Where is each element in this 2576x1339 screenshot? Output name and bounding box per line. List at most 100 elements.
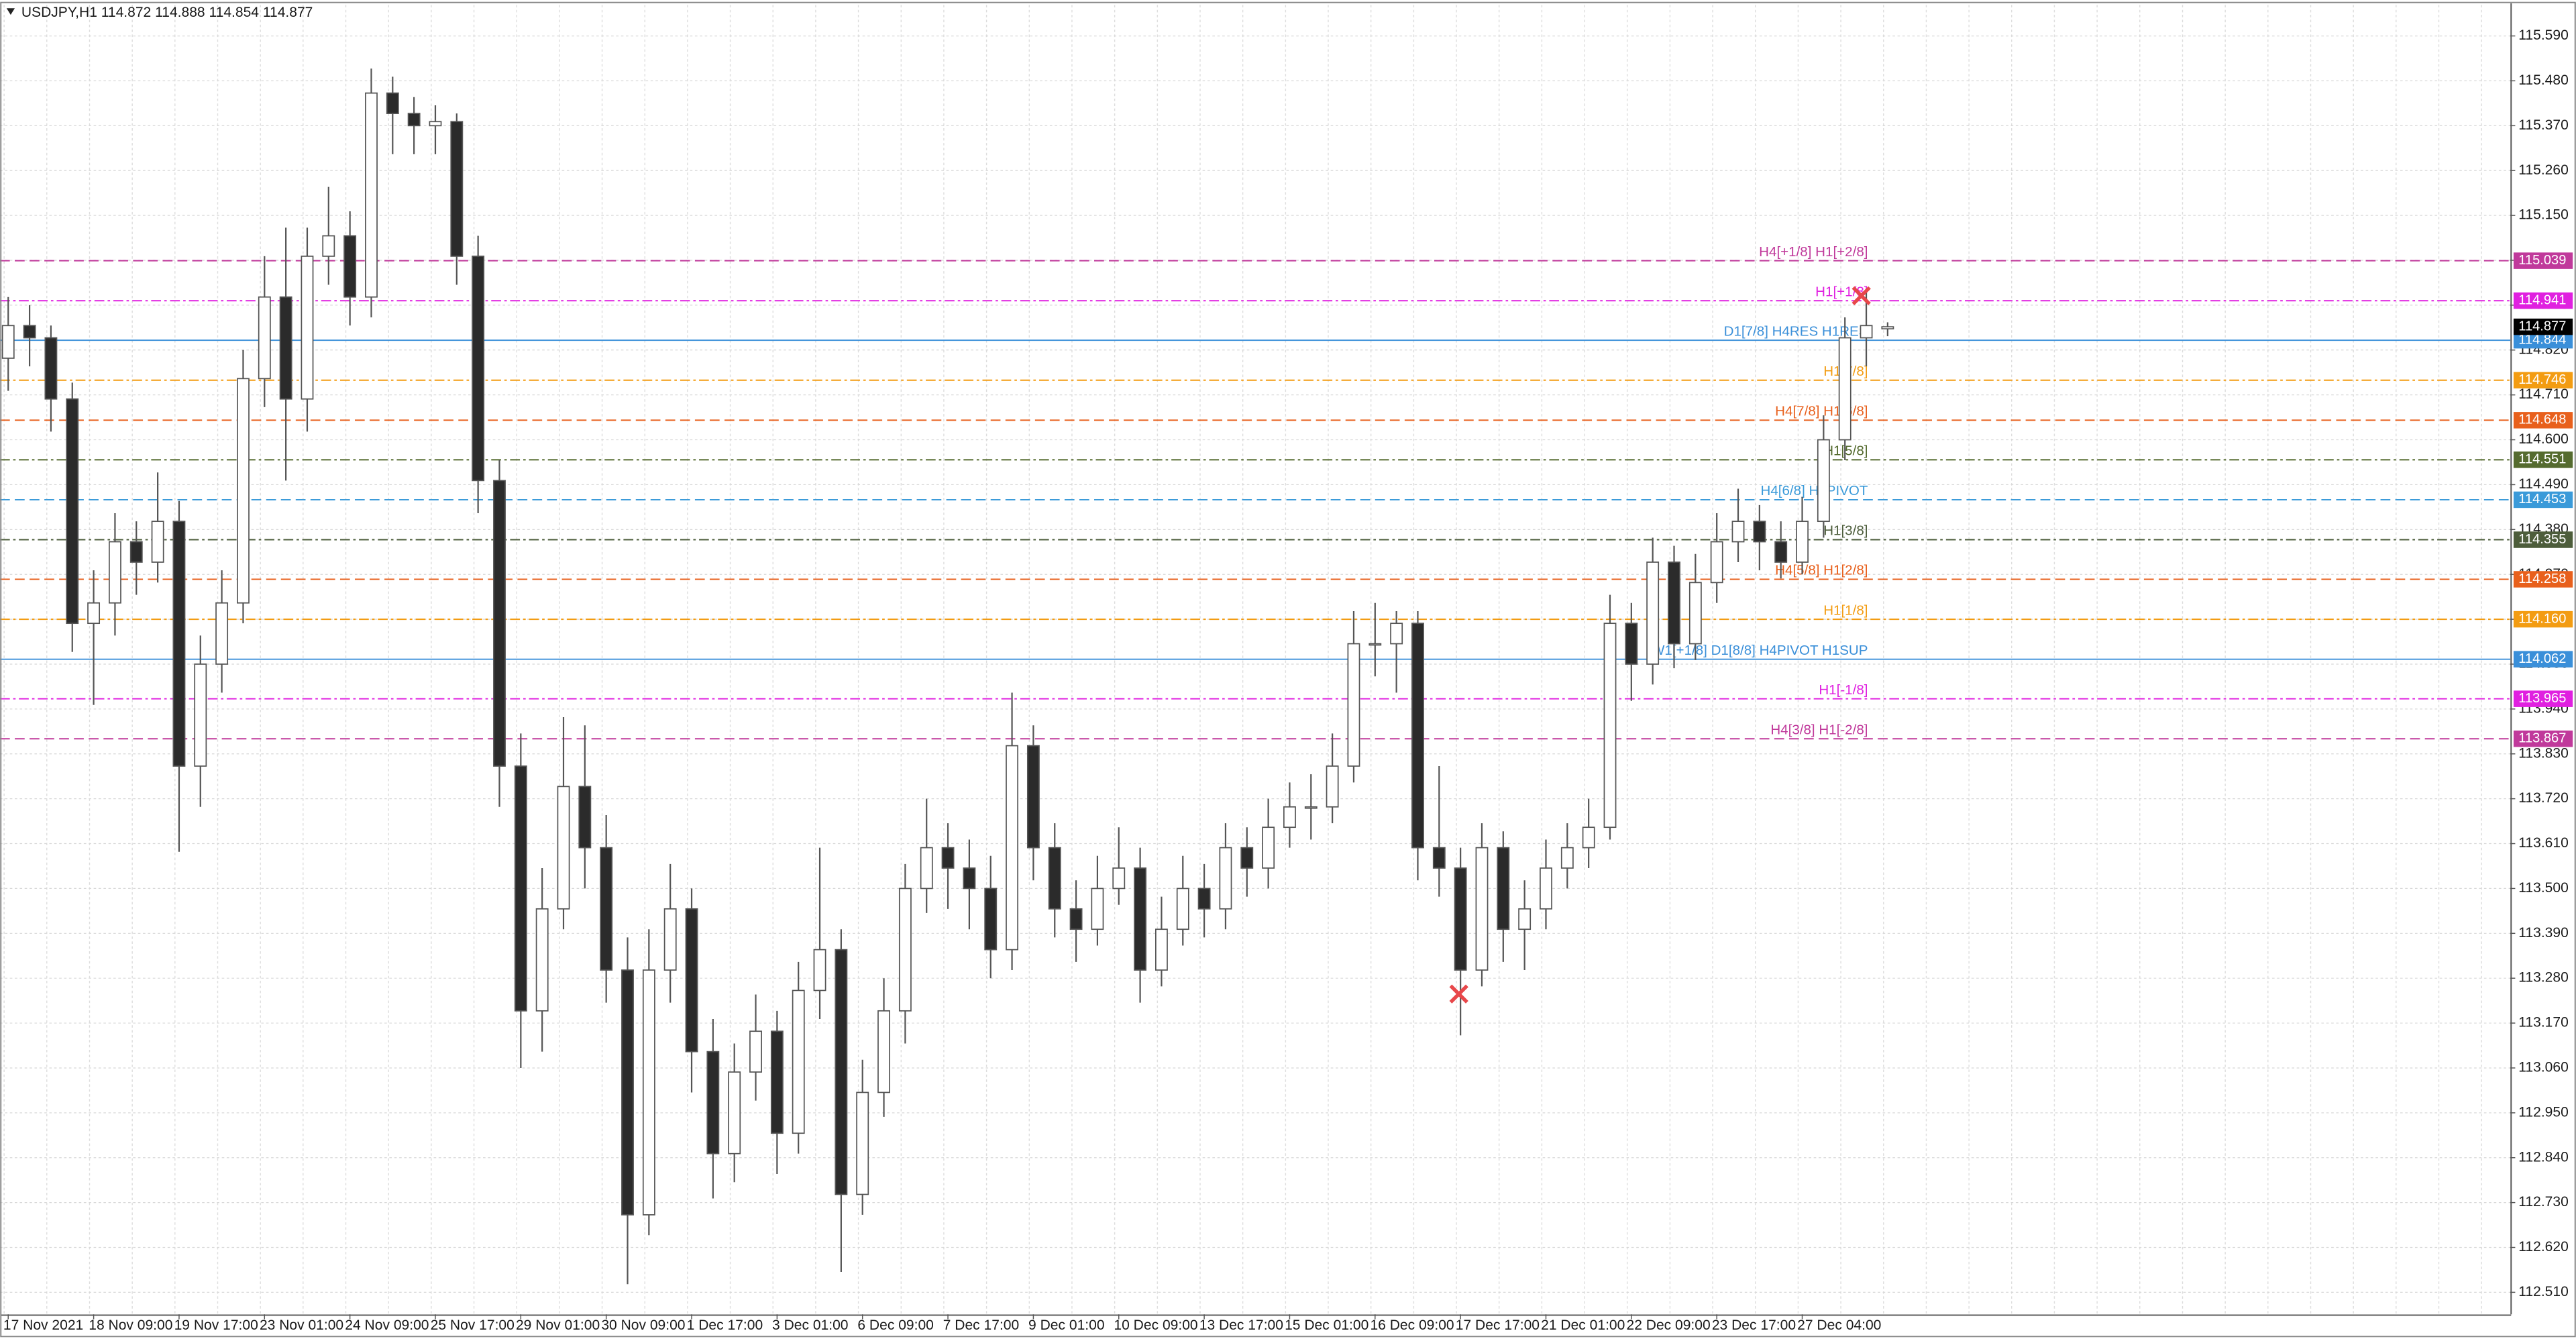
x-tick-label: 9 Dec 01:00 bbox=[1028, 1318, 1104, 1333]
y-tick-label: 112.620 bbox=[2518, 1239, 2569, 1254]
level-price-label: 114.844 bbox=[2518, 332, 2566, 347]
candle-body bbox=[44, 337, 58, 400]
candle-body bbox=[194, 663, 207, 767]
level-price-box bbox=[2513, 372, 2573, 389]
candle-body bbox=[1069, 908, 1083, 930]
candle-body bbox=[1155, 928, 1168, 971]
candle-body bbox=[1219, 847, 1232, 910]
candle-body bbox=[1, 325, 15, 359]
level-label: H4[7/8] H1[6/8] bbox=[1775, 404, 1868, 419]
candle-body bbox=[301, 256, 314, 400]
candle-body bbox=[1560, 847, 1574, 869]
candle-body bbox=[1646, 561, 1660, 665]
chart-title: USDJPY,H1 114.872 114.888 114.854 114.87… bbox=[21, 5, 313, 20]
level-price-label: 114.551 bbox=[2518, 452, 2566, 467]
x-tick-label: 10 Dec 09:00 bbox=[1114, 1318, 1197, 1333]
y-tick-label: 113.060 bbox=[2518, 1060, 2569, 1075]
candle-body bbox=[557, 786, 570, 910]
candle-body bbox=[258, 296, 271, 380]
candle-body bbox=[1688, 582, 1702, 645]
x-tick-label: 6 Dec 09:00 bbox=[857, 1318, 934, 1333]
level-label: H1[-1/8] bbox=[1819, 682, 1868, 698]
candle-body bbox=[663, 908, 677, 971]
y-tick-label: 114.490 bbox=[2518, 476, 2569, 492]
candle-body bbox=[1817, 439, 1830, 523]
candle-body bbox=[920, 847, 933, 890]
x-tick-label: 17 Nov 2021 bbox=[3, 1318, 83, 1333]
candle-body bbox=[941, 847, 955, 869]
candle-body bbox=[1668, 561, 1680, 645]
candle-body bbox=[1304, 806, 1318, 809]
low-marker bbox=[1449, 984, 1468, 1004]
candle-body bbox=[23, 325, 36, 339]
level-price-box bbox=[2513, 491, 2573, 508]
candle-body bbox=[1283, 806, 1296, 828]
candle-body bbox=[1774, 541, 1788, 563]
candle-body bbox=[87, 602, 101, 625]
level-price-label: 114.941 bbox=[2518, 293, 2566, 308]
y-tick-label: 113.500 bbox=[2518, 880, 2569, 896]
candle-body bbox=[813, 949, 826, 992]
candle-body bbox=[343, 235, 357, 298]
y-tick-label: 112.510 bbox=[2518, 1284, 2569, 1299]
y-tick-label: 113.720 bbox=[2518, 790, 2569, 806]
candle-body bbox=[792, 989, 805, 1134]
candle-body bbox=[749, 1030, 762, 1073]
candle-body bbox=[279, 296, 292, 400]
candle-body bbox=[1411, 623, 1424, 849]
candle-body bbox=[984, 888, 998, 951]
level-price-label: 114.062 bbox=[2518, 651, 2566, 666]
candle-body bbox=[898, 888, 912, 1012]
candle-body bbox=[429, 121, 442, 127]
candle-body bbox=[1091, 888, 1104, 930]
candle-body bbox=[1176, 888, 1189, 930]
level-label: H4[+1/8] H1[+2/8] bbox=[1759, 244, 1868, 260]
candle-body bbox=[66, 398, 79, 625]
candle-body bbox=[237, 378, 250, 604]
level-price-label: 114.258 bbox=[2518, 572, 2566, 586]
candle-body bbox=[1197, 888, 1211, 910]
candle-body bbox=[706, 1051, 720, 1155]
level-label: H1[1/8] bbox=[1823, 602, 1868, 618]
level-price-box bbox=[2513, 531, 2573, 548]
candle-body bbox=[1326, 765, 1339, 808]
candle-body bbox=[365, 92, 378, 298]
level-price-label: 113.965 bbox=[2518, 691, 2566, 706]
x-tick-label: 29 Nov 01:00 bbox=[516, 1318, 600, 1333]
candle-body bbox=[1540, 867, 1552, 910]
candle-body bbox=[1347, 643, 1360, 767]
x-tick-label: 16 Dec 09:00 bbox=[1370, 1318, 1454, 1333]
candle-body bbox=[1625, 623, 1638, 665]
candle-body bbox=[1497, 847, 1510, 930]
y-tick-label: 115.480 bbox=[2518, 72, 2569, 88]
candle-body bbox=[1475, 847, 1489, 971]
x-tick-label: 25 Nov 17:00 bbox=[431, 1318, 515, 1333]
candle-body bbox=[856, 1091, 869, 1195]
symbol-menu-arrow[interactable] bbox=[6, 8, 15, 15]
candle-body bbox=[322, 235, 335, 257]
y-tick-label: 112.950 bbox=[2518, 1104, 2569, 1120]
level-label: H4[6/8] H1PIVOT bbox=[1760, 483, 1868, 498]
x-tick-label: 13 Dec 17:00 bbox=[1199, 1318, 1283, 1333]
y-tick-label: 112.840 bbox=[2518, 1149, 2569, 1165]
candle-body bbox=[1582, 826, 1595, 849]
x-tick-label: 17 Dec 17:00 bbox=[1456, 1318, 1540, 1333]
candle-body bbox=[1881, 326, 1894, 330]
level-label: H1[3/8] bbox=[1823, 523, 1868, 539]
level-label: W1[+1/8] D1[8/8] H4PIVOT H1SUP bbox=[1652, 643, 1868, 658]
x-tick-label: 15 Dec 01:00 bbox=[1285, 1318, 1368, 1333]
candle-body bbox=[1518, 908, 1532, 930]
level-price-box bbox=[2513, 651, 2573, 667]
x-tick-label: 23 Nov 01:00 bbox=[260, 1318, 343, 1333]
y-tick-label: 113.170 bbox=[2518, 1015, 2569, 1030]
level-price-box bbox=[2513, 412, 2573, 429]
candle-body bbox=[877, 1010, 890, 1093]
candle-body bbox=[1262, 826, 1275, 869]
candle-body bbox=[450, 121, 464, 257]
candle-body bbox=[172, 521, 186, 767]
level-label: H4[3/8] H1[-2/8] bbox=[1770, 722, 1868, 737]
level-price-box bbox=[2513, 690, 2573, 707]
